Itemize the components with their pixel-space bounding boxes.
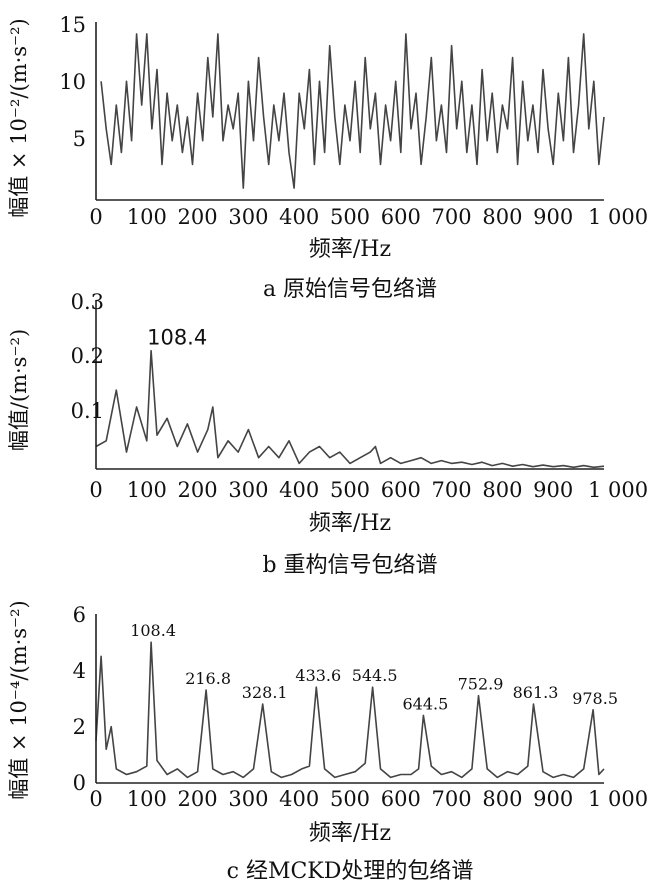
panel-b-ylabel: 幅值/(m·s⁻²) [7, 329, 31, 451]
panel-a-xtick-100: 100 [127, 205, 167, 229]
panel-b-peak-annotation: 108.4 [147, 326, 207, 350]
panel-b-ytick-0.1: 0.1 [71, 399, 104, 423]
panel-b-xtick-900: 900 [533, 478, 573, 502]
panel-c-xtick-labels: 0 100 200 300 400 500 600 700 800 900 1 000 [89, 787, 648, 811]
panel-b-xtick-800: 800 [482, 478, 522, 502]
panel-a-ytick-15: 15 [59, 13, 86, 37]
panel-a-xtick-700: 700 [432, 205, 472, 229]
panel-c-peak-label-861.3: 861.3 [513, 683, 559, 702]
panel-b-reconstructed-envelope-spectrum: 幅值/(m·s⁻²) 0.1 0.2 0.3 108.4 0 100 200 300 4… [7, 290, 648, 578]
panel-a-xtick-0: 0 [89, 205, 102, 229]
panel-c-ytick-4: 4 [73, 659, 86, 683]
panel-a-caption: a 原始信号包络谱 [263, 277, 437, 302]
panel-a-xtick-900: 900 [533, 205, 573, 229]
panel-c-ytick-6: 6 [73, 603, 86, 627]
panel-c-xtick-1000: 1 000 [588, 787, 648, 811]
panel-b-xtick-100: 100 [127, 478, 167, 502]
panel-b-series-line [95, 349, 605, 469]
panel-c-xtick-600: 600 [381, 787, 421, 811]
panel-c-xtick-0: 0 [89, 787, 102, 811]
panel-c-mckd-envelope-spectrum: 幅值 × 10⁻⁴/(m·s⁻²) 0 2 4 6 108.4 216.8 328.… [7, 600, 648, 884]
panel-c-xtick-700: 700 [432, 787, 472, 811]
panel-c-xtick-300: 300 [228, 787, 268, 811]
panel-b-xtick-200: 200 [178, 478, 218, 502]
panel-a-xlabel: 频率/Hz [309, 237, 391, 262]
panel-b-xtick-700: 700 [432, 478, 472, 502]
panel-a-ytick-5: 5 [73, 127, 86, 151]
panel-a-xtick-500: 500 [330, 205, 370, 229]
panel-c-peak-label-644.5: 644.5 [402, 694, 448, 713]
panel-c-peak-label-433.6: 433.6 [295, 666, 341, 685]
panel-b-xtick-1000: 1 000 [588, 478, 648, 502]
panel-c-caption: c 经MCKD处理的包络谱 [227, 859, 474, 884]
panel-c-xlabel: 频率/Hz [309, 821, 391, 846]
panel-c-xtick-100: 100 [127, 787, 167, 811]
panel-a-xtick-600: 600 [381, 205, 421, 229]
panel-c-xtick-200: 200 [178, 787, 218, 811]
panel-c-xtick-500: 500 [330, 787, 370, 811]
panel-c-series-line [95, 641, 605, 779]
panel-b-ytick-0.2: 0.2 [71, 344, 104, 368]
panel-c-xtick-400: 400 [279, 787, 319, 811]
panel-c-ylabel: 幅值 × 10⁻⁴/(m·s⁻²) [7, 600, 31, 800]
panel-a-series-line [100, 33, 605, 189]
panel-c-peak-label-328.1: 328.1 [242, 683, 288, 702]
panel-c-ytick-0: 0 [73, 771, 86, 795]
panel-a-xtick-1000: 1 000 [588, 205, 648, 229]
panel-c-xtick-900: 900 [533, 787, 573, 811]
panel-b-caption: b 重构信号包络谱 [262, 553, 437, 578]
panel-b-xtick-labels: 0 100 200 300 400 500 600 700 800 900 1 000 [89, 478, 648, 502]
panel-a-xtick-800: 800 [482, 205, 522, 229]
panel-b-xtick-600: 600 [381, 478, 421, 502]
panel-a-xtick-labels: 0 100 200 300 400 500 600 700 800 900 1 000 [89, 205, 648, 229]
panel-a-ylabel: 幅值 × 10⁻²/(m·s⁻²) [7, 18, 31, 218]
panel-a-xtick-400: 400 [279, 205, 319, 229]
panel-c-peak-label-544.5: 544.5 [352, 666, 398, 685]
panel-b-xtick-0: 0 [89, 478, 102, 502]
panel-b-xtick-500: 500 [330, 478, 370, 502]
panel-b-xtick-300: 300 [228, 478, 268, 502]
panel-b-xlabel: 频率/Hz [309, 511, 391, 536]
panel-a-original-envelope-spectrum: 幅值 × 10⁻²/(m·s⁻²) 5 10 15 0 100 200 300 400 5… [7, 13, 648, 302]
panel-c-peak-label-108.4: 108.4 [130, 621, 176, 640]
panel-b-xtick-400: 400 [279, 478, 319, 502]
panel-a-ytick-10: 10 [59, 70, 86, 94]
panel-c-peak-label-978.5: 978.5 [572, 689, 618, 708]
panel-c-xtick-800: 800 [482, 787, 522, 811]
panel-c-ytick-2: 2 [73, 715, 86, 739]
panel-b-ytick-0.3: 0.3 [71, 290, 104, 314]
panel-a-xtick-300: 300 [228, 205, 268, 229]
panel-c-peak-label-752.9: 752.9 [458, 675, 504, 694]
panel-a-xtick-200: 200 [178, 205, 218, 229]
panel-c-peak-label-216.8: 216.8 [185, 669, 231, 688]
